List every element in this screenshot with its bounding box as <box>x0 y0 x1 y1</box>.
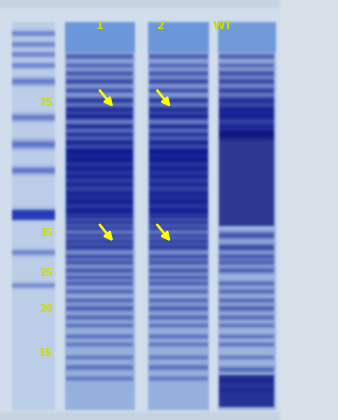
Text: 1: 1 <box>96 21 103 31</box>
Text: 20: 20 <box>39 304 52 314</box>
Text: 25: 25 <box>39 268 52 278</box>
Text: 35: 35 <box>39 228 52 238</box>
Text: 75: 75 <box>39 98 52 108</box>
Text: WT: WT <box>213 21 233 31</box>
Text: 2: 2 <box>156 21 164 31</box>
Text: 15: 15 <box>39 348 52 358</box>
